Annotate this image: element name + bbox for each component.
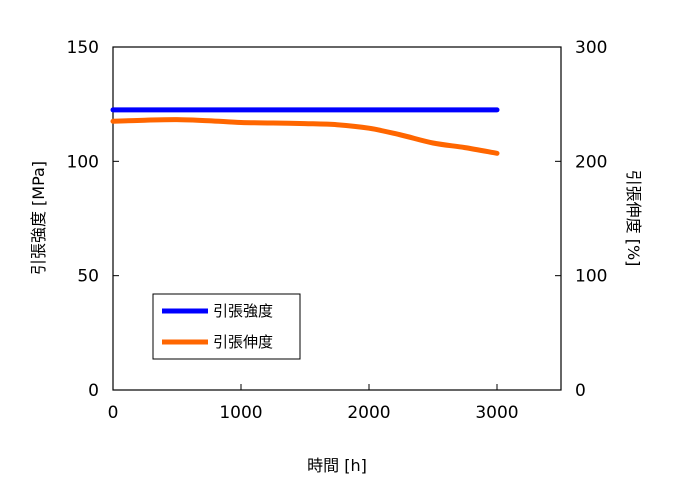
y-right-tick-label-1: 100 xyxy=(575,267,607,287)
y-left-tick-label-2: 100 xyxy=(67,152,99,172)
y-left-tick-label-1: 50 xyxy=(77,267,99,287)
series-lines xyxy=(110,107,500,156)
y-right-tick-label-3: 300 xyxy=(575,38,607,58)
legend-label-1: 引張伸度 xyxy=(213,333,273,351)
legend-box xyxy=(152,293,301,360)
x-tick-label-1: 1000 xyxy=(219,403,262,423)
y-right-tick-label-0: 0 xyxy=(575,381,586,401)
legend-label-0: 引張強度 xyxy=(213,302,273,320)
series-line-1 xyxy=(110,117,500,156)
y-left-axis-label: 引張強度 [MPa] xyxy=(29,161,48,275)
x-tick-label-3: 3000 xyxy=(475,403,518,423)
x-tick-label-2: 2000 xyxy=(347,403,390,423)
y-left-tick-label-0: 0 xyxy=(88,381,99,401)
y-right-ticks: 0 100 200 300 xyxy=(555,38,607,401)
y-left-ticks: 0 50 100 150 xyxy=(67,38,119,401)
legend: 引張強度 引張伸度 xyxy=(152,293,301,360)
x-axis-label: 時間 [h] xyxy=(307,456,367,475)
x-ticks: 0 1000 2000 3000 xyxy=(108,384,519,423)
y-left-tick-label-3: 150 xyxy=(67,38,99,58)
x-tick-label-0: 0 xyxy=(108,403,119,423)
y-right-tick-label-2: 200 xyxy=(575,152,607,172)
y-right-axis-label: 引張伸度 [%] xyxy=(624,170,643,267)
